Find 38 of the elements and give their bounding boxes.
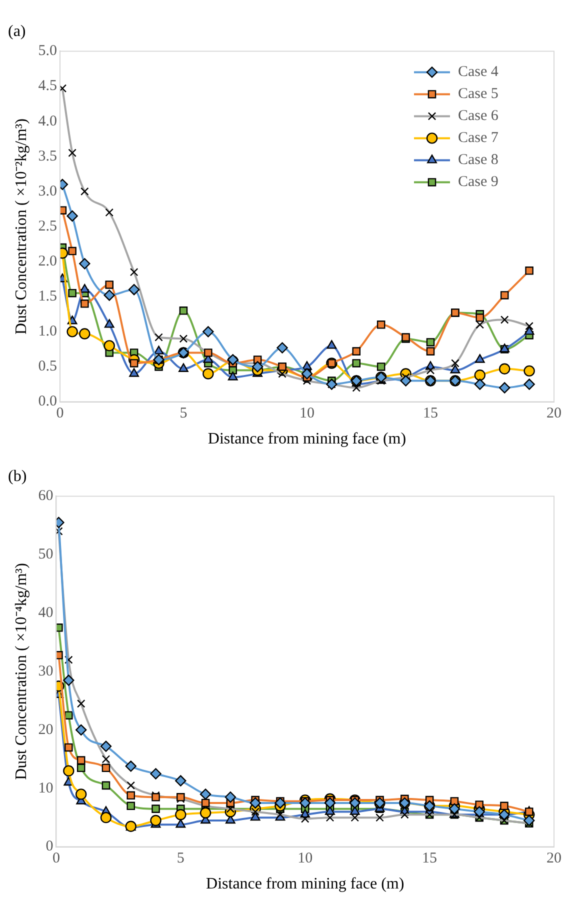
y-tick-label: 20	[38, 722, 54, 738]
chart-title: (a)	[8, 22, 26, 40]
y-tick-label: 0.0	[38, 394, 57, 410]
x-tick-label: 5	[180, 406, 188, 422]
x-tick-label: 15	[422, 850, 438, 867]
x-axis-title: Distance from mining face (m)	[206, 876, 404, 893]
legend-label: Case 7	[458, 130, 499, 146]
y-tick-label: 60	[38, 488, 54, 504]
y-tick-label: 40	[38, 605, 54, 622]
legend-label: Case 4	[458, 64, 499, 80]
x-tick-label: 5	[176, 850, 184, 867]
y-tick-label: 30	[38, 663, 54, 680]
legend-label: Case 9	[458, 174, 498, 190]
chart-title: (b)	[8, 468, 27, 485]
legend-label: Case 6	[458, 108, 499, 124]
y-tick-label: 0	[46, 838, 54, 855]
y-tick-label: 1.5	[38, 288, 57, 305]
y-tick-label: 0.5	[38, 358, 57, 375]
x-tick-label: 20	[546, 406, 562, 422]
legend-label: Case 5	[458, 86, 498, 102]
y-tick-label: 50	[38, 546, 54, 563]
y-tick-label: 1.0	[38, 324, 57, 340]
x-tick-label: 20	[546, 850, 562, 867]
y-axis-title: Dust Concentration ( ×10⁻⁴kg/m³)	[12, 563, 30, 780]
y-tick-label: 2.0	[38, 253, 57, 270]
y-tick-label: 4.0	[38, 113, 57, 130]
y-tick-label: 4.5	[38, 78, 57, 94]
y-tick-label: 3.0	[38, 183, 57, 200]
y-tick-label: 10	[38, 780, 54, 796]
y-tick-label: 2.5	[38, 218, 57, 234]
x-tick-label: 10	[299, 406, 314, 422]
x-tick-label: 10	[298, 850, 313, 867]
x-axis-title: Distance from mining face (m)	[208, 430, 406, 448]
y-tick-label: 5.0	[38, 43, 57, 60]
y-tick-label: 3.5	[38, 148, 57, 164]
x-tick-label: 15	[422, 406, 438, 422]
y-axis-title: Dust Concentration ( ×10⁻²kg/m³)	[12, 118, 30, 335]
legend-label: Case 8	[458, 152, 498, 168]
